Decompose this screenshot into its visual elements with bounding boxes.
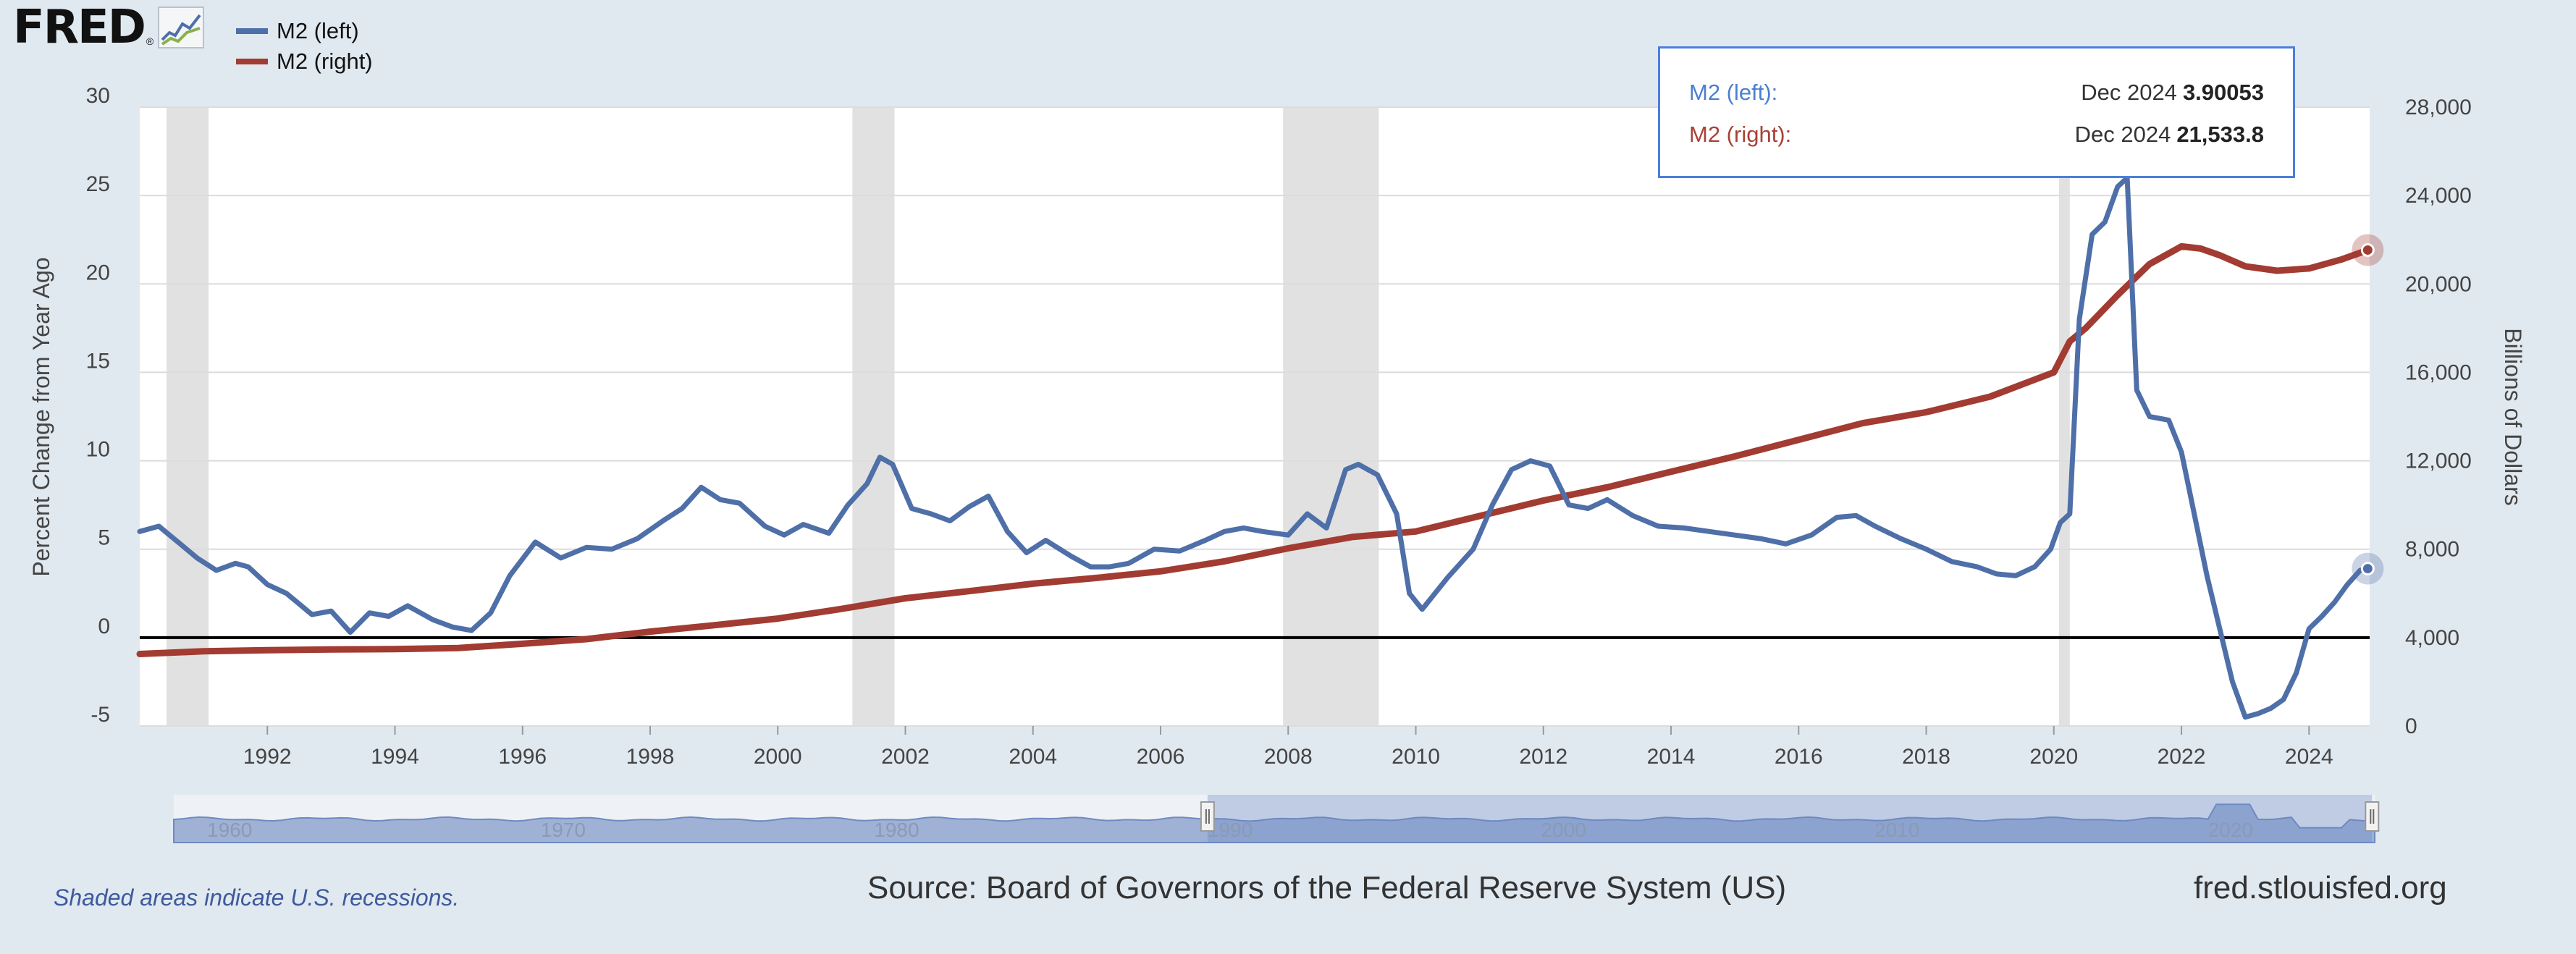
x-axis-ticks: 1992 1994 1996 1998 2000 2002 2004 2006 2008 2010… bbox=[243, 726, 2333, 769]
y-left-tick-label: -5 bbox=[91, 703, 110, 727]
x-tick-label: 2012 bbox=[1519, 745, 1567, 769]
recession-band-2 bbox=[1283, 107, 1379, 726]
navigator-year-label: 2010 bbox=[1874, 819, 1919, 841]
y-right-tick-label: 8,000 bbox=[2405, 538, 2459, 562]
y-left-tick-label: 10 bbox=[86, 438, 110, 462]
end-marker-left bbox=[2360, 562, 2375, 576]
recession-band-3 bbox=[2058, 107, 2070, 726]
y-right-tick-label: 16,000 bbox=[2405, 360, 2472, 384]
legend-label-right: M2 (right) bbox=[277, 48, 373, 74]
x-tick-label: 2024 bbox=[2285, 745, 2333, 769]
navigator-year-label: 2020 bbox=[2208, 819, 2253, 841]
logo-text: FRED bbox=[13, 1, 146, 54]
source-text: Source: Board of Governors of the Federa… bbox=[867, 870, 1787, 906]
y-left-tick-label: 25 bbox=[86, 172, 110, 196]
tooltip-value-right: 21,533.8 bbox=[2176, 122, 2264, 147]
navigator-scrollbar: 1960 1970 1980 1990 2000 2010 2020 bbox=[173, 795, 2380, 843]
legend-swatch-right bbox=[236, 59, 268, 64]
y-right-tick-label: 20,000 bbox=[2405, 272, 2472, 296]
chart-legend: M2 (left) M2 (right) bbox=[236, 16, 373, 77]
x-tick-label: 2014 bbox=[1647, 745, 1696, 769]
y-right-tick-label: 28,000 bbox=[2405, 96, 2472, 119]
navigator-year-label: 1960 bbox=[207, 819, 252, 841]
tooltip-date-left: Dec 2024 bbox=[2081, 80, 2177, 105]
recession-band-0 bbox=[167, 107, 209, 726]
tooltip-date-right: Dec 2024 bbox=[2074, 122, 2171, 147]
y-axis-right-title: Billions of Dollars bbox=[2500, 328, 2526, 505]
y-left-tick-label: 20 bbox=[86, 261, 110, 284]
navigator-handle-right[interactable] bbox=[2365, 801, 2380, 832]
navigator-handle-left-box[interactable] bbox=[1200, 801, 1215, 832]
chart-icon bbox=[158, 7, 205, 48]
x-tick-label: 1994 bbox=[371, 745, 419, 769]
end-markers bbox=[2352, 234, 2384, 585]
navigator-year-label: 1980 bbox=[874, 819, 919, 841]
y-left-tick-label: 30 bbox=[86, 84, 110, 108]
x-tick-label: 2016 bbox=[1775, 745, 1823, 769]
x-tick-label: 2000 bbox=[754, 745, 802, 769]
navigator-year-labels: 1960 1970 1980 1990 2000 2010 2020 bbox=[207, 819, 2253, 841]
plot-area bbox=[140, 107, 2370, 726]
navigator-area bbox=[173, 803, 2375, 843]
navigator-year-label: 1990 bbox=[1208, 819, 1253, 841]
x-tick-label: 2022 bbox=[2158, 745, 2206, 769]
recession-note: Shaded areas indicate U.S. recessions. bbox=[54, 885, 460, 911]
series-line-m2-left bbox=[137, 175, 2370, 720]
y-left-tick-label: 5 bbox=[98, 526, 110, 550]
y-axis-right-ticks: 0 4,000 8,000 12,000 16,000 20,000 24,000 28,00… bbox=[2405, 96, 2472, 738]
legend-item-left[interactable]: M2 (left) bbox=[236, 16, 373, 46]
legend-label-left: M2 (left) bbox=[277, 18, 359, 43]
x-tick-label: 2010 bbox=[1392, 745, 1440, 769]
x-tick-label: 1998 bbox=[626, 745, 675, 769]
navigator-year-label: 2000 bbox=[1541, 819, 1586, 841]
tooltip-row-right: M2 (right): Dec 2024 21,533.8 bbox=[1689, 117, 2264, 153]
y-right-tick-label: 0 bbox=[2405, 714, 2417, 738]
navigator-selection[interactable] bbox=[1207, 795, 2373, 843]
y-axis-left-title: Percent Change from Year Ago bbox=[28, 257, 54, 576]
legend-item-right[interactable]: M2 (right) bbox=[236, 46, 373, 77]
x-tick-label: 2020 bbox=[2029, 745, 2078, 769]
x-tick-label: 2006 bbox=[1137, 745, 1185, 769]
logo-registered-mark: ® bbox=[146, 35, 154, 47]
y-right-tick-label: 4,000 bbox=[2405, 626, 2459, 650]
recession-band-1 bbox=[852, 107, 895, 726]
y-axis-left-ticks: -5 0 5 10 15 20 25 30 bbox=[86, 84, 110, 727]
tooltip-series-name-right: M2 (right): bbox=[1689, 122, 1792, 147]
tooltip: M2 (left): Dec 2024 3.90053 M2 (right): … bbox=[1658, 46, 2295, 178]
x-tick-label: 1996 bbox=[498, 745, 547, 769]
site-link[interactable]: fred.stlouisfed.org bbox=[2194, 870, 2447, 906]
tooltip-row-left: M2 (left): Dec 2024 3.90053 bbox=[1689, 75, 2264, 111]
y-right-tick-label: 12,000 bbox=[2405, 449, 2472, 473]
navigator-handle-left[interactable] bbox=[1200, 801, 1215, 832]
y-left-tick-label: 15 bbox=[86, 349, 110, 373]
series-line-m2-right bbox=[136, 242, 2371, 657]
navigator-handle-right-box[interactable] bbox=[2365, 801, 2380, 832]
tooltip-value-left: 3.90053 bbox=[2182, 80, 2264, 105]
x-tick-label: 2018 bbox=[1902, 745, 1950, 769]
navigator-year-label: 1970 bbox=[541, 819, 586, 841]
x-tick-label: 2002 bbox=[881, 745, 930, 769]
x-tick-label: 1992 bbox=[243, 745, 292, 769]
tooltip-series-name-left: M2 (left): bbox=[1689, 80, 1778, 105]
legend-swatch-left bbox=[236, 28, 268, 34]
x-tick-label: 2008 bbox=[1264, 745, 1313, 769]
recession-bands bbox=[167, 107, 2070, 726]
x-tick-label: 2004 bbox=[1009, 745, 1057, 769]
fred-logo[interactable]: FRED ® bbox=[13, 1, 205, 54]
y-right-tick-label: 24,000 bbox=[2405, 184, 2472, 208]
y-left-tick-label: 0 bbox=[98, 615, 110, 638]
end-marker-right bbox=[2360, 242, 2375, 257]
